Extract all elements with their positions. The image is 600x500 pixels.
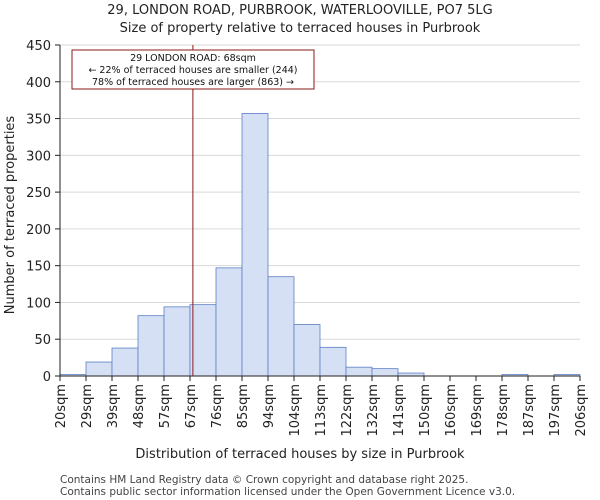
x-tick-label: 48sqm <box>132 384 147 428</box>
bar <box>293 324 321 377</box>
x-tick-label: 29sqm <box>80 384 95 428</box>
annotation-line-2: ← 22% of terraced houses are smaller (24… <box>88 65 297 76</box>
x-axis-label: Distribution of terraced houses by size … <box>135 447 465 462</box>
bar <box>345 366 373 377</box>
annotation-line-3: 78% of terraced houses are larger (863) … <box>92 77 294 88</box>
x-tick-label: 85sqm <box>236 384 251 428</box>
y-tick-label: 50 <box>34 333 51 348</box>
y-tick-label: 100 <box>26 296 51 311</box>
x-tick-label: 20sqm <box>54 384 69 428</box>
x-tick-label: 150sqm <box>418 384 433 437</box>
bar <box>241 113 269 377</box>
y-ticks: 0 50 100 150 200 250 300 350 400 450 <box>26 39 60 385</box>
x-tick-label: 141sqm <box>392 384 407 437</box>
y-tick-label: 400 <box>26 76 51 91</box>
x-tick-label: 76sqm <box>210 384 225 428</box>
x-tick-label: 132sqm <box>366 384 381 437</box>
bar <box>319 346 347 377</box>
x-tick-label: 206sqm <box>574 384 589 437</box>
bar <box>215 267 243 377</box>
bar <box>267 276 295 377</box>
bar <box>371 368 399 377</box>
footer-line-2: Contains public sector information licen… <box>60 486 515 498</box>
x-tick-label: 169sqm <box>470 384 485 437</box>
bars <box>59 113 581 377</box>
x-tick-label: 113sqm <box>314 384 329 437</box>
y-axis-label: Number of terraced properties <box>3 116 18 315</box>
x-tick-label: 197sqm <box>548 384 563 437</box>
bar <box>189 304 217 377</box>
x-tick-label: 160sqm <box>444 384 459 437</box>
bar <box>111 347 139 377</box>
y-tick-label: 450 <box>26 39 51 54</box>
chart-title: 29, LONDON ROAD, PURBROOK, WATERLOOVILLE… <box>107 3 492 18</box>
x-tick-label: 67sqm <box>184 384 199 428</box>
x-ticks: 20sqm 29sqm 39sqm 48sqm 57sqm 67sqm 76sqm 85sqm… <box>54 376 589 437</box>
x-tick-label: 178sqm <box>496 384 511 437</box>
annotation-box <box>71 49 315 90</box>
annotation-line-1: 29 LONDON ROAD: 68sqm <box>130 53 256 64</box>
x-tick-label: 94sqm <box>262 384 277 428</box>
y-tick-label: 350 <box>26 113 51 128</box>
bar <box>137 315 165 377</box>
y-tick-label: 250 <box>26 186 51 201</box>
chart-subtitle: Size of property relative to terraced ho… <box>120 21 481 36</box>
y-tick-label: 0 <box>43 370 51 385</box>
y-tick-label: 300 <box>26 149 51 164</box>
x-tick-label: 104sqm <box>288 384 303 437</box>
y-tick-label: 150 <box>26 260 51 275</box>
bar <box>163 306 191 377</box>
x-tick-label: 39sqm <box>106 384 121 428</box>
y-tick-label: 200 <box>26 223 51 238</box>
bar <box>85 361 113 377</box>
x-tick-label: 57sqm <box>158 384 173 428</box>
footer-line-1: Contains HM Land Registry data © Crown c… <box>60 474 468 486</box>
x-tick-label: 122sqm <box>340 384 355 437</box>
x-tick-label: 187sqm <box>522 384 537 437</box>
